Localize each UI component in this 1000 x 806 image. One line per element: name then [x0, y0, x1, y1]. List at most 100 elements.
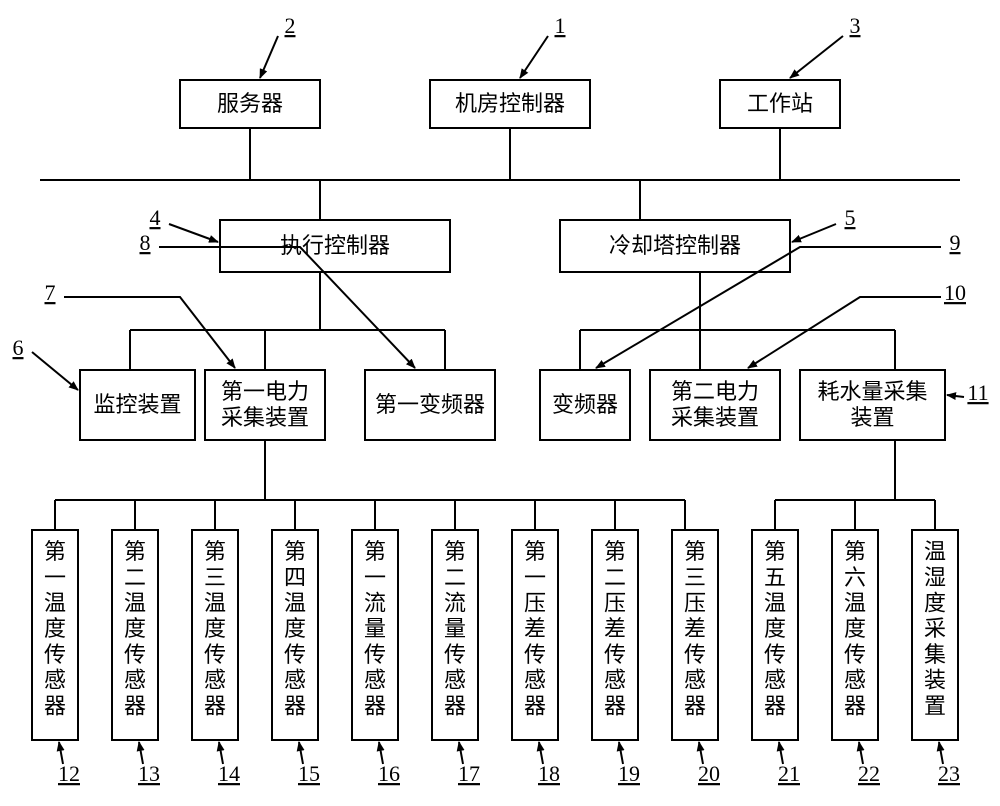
- svg-text:感: 感: [764, 668, 786, 693]
- svg-text:温: 温: [844, 590, 866, 615]
- svg-text:器: 器: [524, 693, 546, 718]
- svg-text:二: 二: [444, 565, 466, 590]
- svg-text:20: 20: [698, 761, 720, 786]
- svg-text:传: 传: [684, 642, 706, 667]
- svg-text:15: 15: [298, 761, 320, 786]
- svg-text:第: 第: [524, 539, 546, 564]
- svg-text:差: 差: [604, 616, 626, 641]
- svg-text:器: 器: [204, 693, 226, 718]
- svg-text:采集装置: 采集装置: [221, 405, 309, 430]
- svg-text:器: 器: [284, 693, 306, 718]
- svg-text:采集装置: 采集装置: [671, 405, 759, 430]
- svg-text:传: 传: [204, 642, 226, 667]
- svg-text:第: 第: [44, 539, 66, 564]
- svg-text:传: 传: [604, 642, 626, 667]
- svg-text:六: 六: [844, 565, 866, 590]
- svg-text:13: 13: [138, 761, 160, 786]
- svg-text:23: 23: [938, 761, 960, 786]
- svg-text:五: 五: [764, 565, 786, 590]
- svg-text:器: 器: [844, 693, 866, 718]
- svg-text:传: 传: [524, 642, 546, 667]
- svg-text:感: 感: [844, 668, 866, 693]
- svg-text:一: 一: [364, 565, 386, 590]
- svg-text:度: 度: [44, 616, 66, 641]
- svg-text:四: 四: [284, 565, 306, 590]
- svg-text:感: 感: [124, 668, 146, 693]
- svg-text:差: 差: [684, 616, 706, 641]
- svg-text:差: 差: [524, 616, 546, 641]
- svg-text:7: 7: [45, 280, 56, 305]
- svg-text:感: 感: [604, 668, 626, 693]
- svg-text:器: 器: [44, 693, 66, 718]
- svg-text:第: 第: [764, 539, 786, 564]
- svg-text:感: 感: [684, 668, 706, 693]
- svg-text:冷却塔控制器: 冷却塔控制器: [609, 233, 741, 258]
- svg-text:器: 器: [124, 693, 146, 718]
- svg-text:器: 器: [364, 693, 386, 718]
- svg-text:器: 器: [604, 693, 626, 718]
- svg-text:温: 温: [924, 539, 946, 564]
- svg-text:感: 感: [204, 668, 226, 693]
- svg-text:传: 传: [764, 642, 786, 667]
- svg-text:传: 传: [844, 642, 866, 667]
- svg-text:感: 感: [284, 668, 306, 693]
- svg-text:10: 10: [944, 280, 966, 305]
- svg-text:感: 感: [444, 668, 466, 693]
- svg-text:工作站: 工作站: [747, 91, 813, 116]
- svg-text:17: 17: [458, 761, 480, 786]
- svg-text:8: 8: [140, 230, 151, 255]
- svg-text:压: 压: [604, 590, 626, 615]
- svg-text:第: 第: [844, 539, 866, 564]
- svg-text:器: 器: [764, 693, 786, 718]
- svg-text:二: 二: [604, 565, 626, 590]
- svg-text:第: 第: [604, 539, 626, 564]
- svg-text:传: 传: [444, 642, 466, 667]
- svg-text:第: 第: [684, 539, 706, 564]
- svg-text:度: 度: [284, 616, 306, 641]
- svg-text:三: 三: [204, 565, 226, 590]
- svg-text:压: 压: [524, 590, 546, 615]
- svg-text:19: 19: [618, 761, 640, 786]
- svg-text:流: 流: [444, 590, 466, 615]
- svg-text:11: 11: [967, 380, 988, 405]
- system-diagram: 服务器2机房控制器1工作站3执行控制器4冷却塔控制器5监控装置6第一电力采集装置…: [0, 0, 1000, 806]
- svg-text:温: 温: [44, 590, 66, 615]
- svg-text:温: 温: [764, 590, 786, 615]
- svg-text:传: 传: [44, 642, 66, 667]
- svg-text:度: 度: [764, 616, 786, 641]
- svg-text:感: 感: [44, 668, 66, 693]
- svg-text:湿: 湿: [924, 565, 946, 590]
- svg-text:一: 一: [44, 565, 66, 590]
- svg-text:机房控制器: 机房控制器: [455, 91, 565, 116]
- svg-text:度: 度: [124, 616, 146, 641]
- svg-text:压: 压: [684, 590, 706, 615]
- svg-text:度: 度: [204, 616, 226, 641]
- svg-text:21: 21: [778, 761, 800, 786]
- svg-text:变频器: 变频器: [552, 392, 618, 417]
- svg-text:第: 第: [204, 539, 226, 564]
- svg-text:第二电力: 第二电力: [671, 379, 759, 404]
- svg-text:执行控制器: 执行控制器: [280, 233, 390, 258]
- svg-text:采: 采: [924, 616, 946, 641]
- svg-text:二: 二: [124, 565, 146, 590]
- svg-text:传: 传: [364, 642, 386, 667]
- svg-text:感: 感: [364, 668, 386, 693]
- svg-text:1: 1: [555, 13, 566, 38]
- svg-text:量: 量: [364, 616, 386, 641]
- svg-text:服务器: 服务器: [217, 91, 283, 116]
- svg-text:传: 传: [124, 642, 146, 667]
- svg-text:感: 感: [524, 668, 546, 693]
- svg-text:12: 12: [58, 761, 80, 786]
- svg-text:14: 14: [218, 761, 240, 786]
- svg-text:6: 6: [13, 335, 24, 360]
- svg-text:度: 度: [844, 616, 866, 641]
- svg-text:第一变频器: 第一变频器: [375, 392, 485, 417]
- svg-text:9: 9: [950, 230, 961, 255]
- svg-text:集: 集: [924, 642, 946, 667]
- svg-text:量: 量: [444, 616, 466, 641]
- svg-text:温: 温: [204, 590, 226, 615]
- svg-text:一: 一: [524, 565, 546, 590]
- svg-text:5: 5: [845, 205, 856, 230]
- svg-text:耗水量采集: 耗水量采集: [817, 379, 927, 404]
- svg-text:传: 传: [284, 642, 306, 667]
